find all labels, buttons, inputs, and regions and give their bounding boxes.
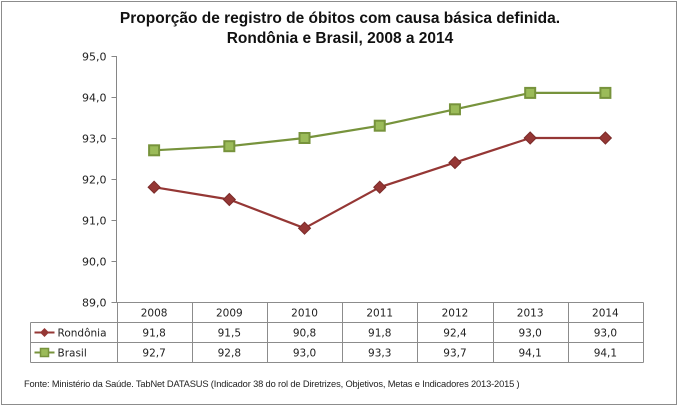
data-table-cell: 93,3: [368, 348, 391, 360]
data-point-square: [223, 140, 236, 153]
data-point-diamond: [373, 180, 387, 194]
data-point-diamond: [222, 192, 237, 207]
data-table-cell: 93,0: [293, 348, 316, 360]
data-table-cell: 92,8: [218, 348, 241, 360]
data-table-cell: 91,8: [142, 328, 165, 340]
data-point-diamond: [598, 131, 613, 145]
x-tick-label: 2012: [442, 308, 469, 320]
legend-label: Brasil: [58, 348, 87, 360]
y-tick-label: 90,0: [82, 256, 107, 269]
data-point-diamond: [147, 180, 161, 194]
data-point-diamond: [297, 221, 312, 235]
data-point-square: [524, 86, 537, 99]
y-tick-label: 94,0: [82, 92, 107, 105]
legend-label: Rondônia: [58, 328, 107, 340]
data-table-cell: 93,0: [594, 328, 617, 340]
data-point-square: [298, 132, 311, 144]
x-tick-label: 2014: [592, 308, 619, 320]
data-table-cell: 93,7: [443, 348, 466, 360]
x-tick-label: 2009: [216, 308, 243, 320]
data-table-cell: 91,5: [218, 328, 241, 340]
y-tick-label: 92,0: [82, 174, 107, 187]
legend-key-square-icon: [39, 347, 50, 358]
x-tick-label: 2011: [366, 308, 393, 320]
y-tick-label: 89,0: [82, 297, 107, 310]
chart-subtitle: Rondônia e Brasil, 2008 a 2014: [226, 30, 454, 47]
data-point-square: [373, 119, 386, 132]
source-note: Fonte: Ministério da Saúde. TabNet DATAS…: [24, 379, 520, 389]
data-table-cell: 91,8: [368, 328, 391, 340]
y-tick-label: 91,0: [82, 215, 107, 228]
data-table-cell: 94,1: [594, 348, 617, 360]
x-tick-label: 2008: [141, 308, 168, 320]
data-point-diamond: [448, 155, 462, 170]
data-table-cell: 92,7: [142, 348, 165, 360]
data-table-cell: 90,8: [293, 328, 316, 340]
data-table-cell: 93,0: [518, 328, 541, 340]
x-tick-label: 2013: [517, 308, 544, 320]
y-tick-label: 95,0: [82, 51, 107, 64]
data-table-cell: 92,4: [443, 328, 467, 340]
chart-title: Proporção de registro de óbitos com caus…: [119, 10, 561, 27]
data-point-diamond: [523, 131, 537, 145]
data-point-square: [148, 144, 161, 157]
legend-key-diamond-icon: [40, 328, 49, 337]
data-point-square: [448, 103, 461, 116]
y-tick-label: 93,0: [82, 133, 107, 146]
x-tick-label: 2010: [291, 308, 318, 320]
data-table-cell: 94,1: [518, 348, 541, 360]
data-point-square: [599, 86, 612, 99]
